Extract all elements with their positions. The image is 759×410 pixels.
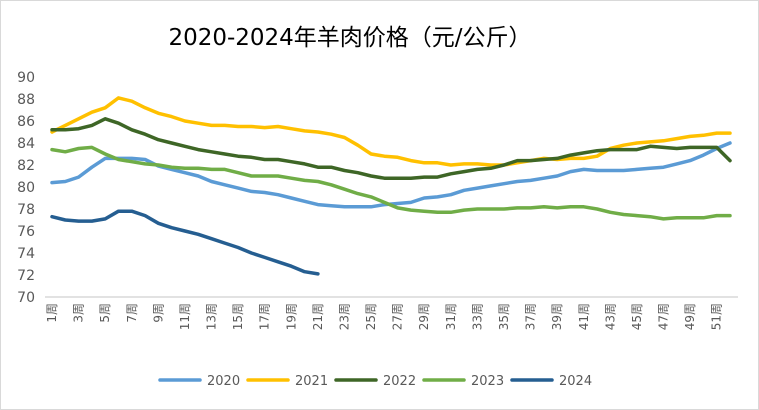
y-tick-label: 84 xyxy=(17,136,35,152)
x-tick-label: 33周 xyxy=(470,303,484,330)
x-tick-label: 49周 xyxy=(683,303,697,330)
y-tick-label: 80 xyxy=(17,180,35,196)
x-tick-label: 3周 xyxy=(72,303,86,323)
y-tick-label: 72 xyxy=(17,268,35,284)
x-tick-label: 29周 xyxy=(417,303,431,330)
legend-label-2023: 2023 xyxy=(471,374,504,389)
x-tick-label: 45周 xyxy=(630,303,644,330)
y-tick-label: 88 xyxy=(17,92,35,108)
x-tick-label: 23周 xyxy=(337,303,351,330)
x-tick-label: 5周 xyxy=(98,303,112,323)
y-tick-label: 70 xyxy=(17,290,35,306)
x-tick-label: 17周 xyxy=(258,303,272,330)
series-line-2021 xyxy=(50,96,732,167)
series-line-2022 xyxy=(50,117,732,180)
legend-label-2021: 2021 xyxy=(295,374,328,389)
x-tick-label: 13周 xyxy=(205,303,219,330)
x-tick-label: 37周 xyxy=(524,303,538,330)
y-tick-label: 86 xyxy=(17,114,35,130)
legend-label-2024: 2024 xyxy=(559,374,592,389)
x-tick-label: 43周 xyxy=(603,303,617,330)
x-tick-label: 21周 xyxy=(311,303,325,330)
series-line-2024 xyxy=(50,209,320,276)
x-tick-label: 41周 xyxy=(577,303,591,330)
y-tick-label: 78 xyxy=(17,202,35,218)
x-tick-label: 25周 xyxy=(364,303,378,330)
y-tick-label: 76 xyxy=(17,224,35,240)
x-tick-label: 47周 xyxy=(657,303,671,330)
x-tick-label: 27周 xyxy=(391,303,405,330)
chart-title: 2020-2024年羊肉价格（元/公斤） xyxy=(168,25,532,51)
x-tick-label: 39周 xyxy=(550,303,564,330)
x-tick-label: 15周 xyxy=(231,303,245,330)
x-tick-label: 9周 xyxy=(151,303,165,323)
x-tick-label: 19周 xyxy=(284,303,298,330)
x-tick-label: 31周 xyxy=(444,303,458,330)
x-tick-label: 35周 xyxy=(497,303,511,330)
legend-label-2020: 2020 xyxy=(207,374,240,389)
y-tick-label: 82 xyxy=(17,158,35,174)
series-line-2020 xyxy=(50,141,732,209)
y-tick-label: 74 xyxy=(17,246,35,262)
x-tick-label: 7周 xyxy=(125,303,139,323)
x-tick-label: 1周 xyxy=(45,303,59,323)
series-line-2023 xyxy=(50,145,732,221)
x-tick-label: 51周 xyxy=(710,303,724,330)
legend-label-2022: 2022 xyxy=(383,374,416,389)
y-tick-label: 90 xyxy=(17,70,35,86)
x-tick-label: 11周 xyxy=(178,303,192,330)
